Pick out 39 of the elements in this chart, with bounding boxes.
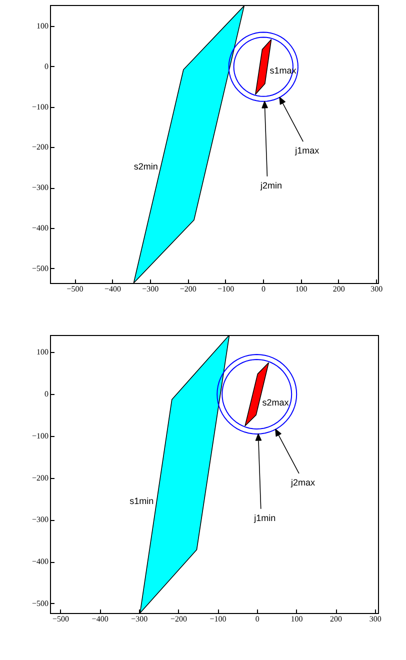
y-tick-label: 100 <box>36 348 48 357</box>
x-tick-label: −400 <box>92 614 108 624</box>
y-tick-label: −200 <box>32 473 48 482</box>
x-tick-label: −300 <box>142 284 159 294</box>
annotation: j2max <box>290 477 316 488</box>
x-tick-label: 200 <box>330 614 342 624</box>
y-tick-label: −200 <box>32 142 48 152</box>
x-tick-label: 0 <box>255 614 260 624</box>
x-tick-label: 300 <box>370 284 383 294</box>
y-tick-label: −100 <box>32 431 48 440</box>
x-tick-label: −400 <box>104 284 121 294</box>
y-tick-label: 0 <box>44 390 48 399</box>
y-tick-label: −500 <box>32 264 48 273</box>
x-tick-label: −300 <box>131 614 148 624</box>
annotation: s2max <box>262 397 290 408</box>
x-tick-label: 0 <box>262 284 266 294</box>
y-tick-label: −400 <box>32 557 48 566</box>
x-tick-label: −500 <box>52 614 69 624</box>
y-tick-label: −300 <box>32 515 48 524</box>
y-tick-label: 100 <box>36 22 48 31</box>
y-tick-label: −400 <box>32 224 48 233</box>
x-tick-label: −500 <box>66 284 84 294</box>
y-tick-label: −500 <box>32 598 48 608</box>
annotation: j1max <box>294 146 320 156</box>
x-tick-label: −100 <box>210 614 226 624</box>
y-tick-label: −100 <box>32 102 48 112</box>
x-tick-label: 100 <box>290 614 303 624</box>
x-tick-label: 200 <box>332 284 345 294</box>
annotation: j2min <box>259 180 282 190</box>
x-tick-label: −100 <box>218 284 234 294</box>
x-tick-label: 300 <box>369 614 382 624</box>
x-tick-label: −200 <box>170 614 187 624</box>
annotation: s1min <box>130 496 154 506</box>
annotation: s2min <box>134 162 158 172</box>
y-tick-label: 0 <box>44 62 48 71</box>
x-tick-label: 100 <box>295 284 308 294</box>
y-tick-label: −300 <box>32 183 48 192</box>
x-tick-label: −200 <box>180 284 196 294</box>
annotation: j1min <box>253 512 276 523</box>
